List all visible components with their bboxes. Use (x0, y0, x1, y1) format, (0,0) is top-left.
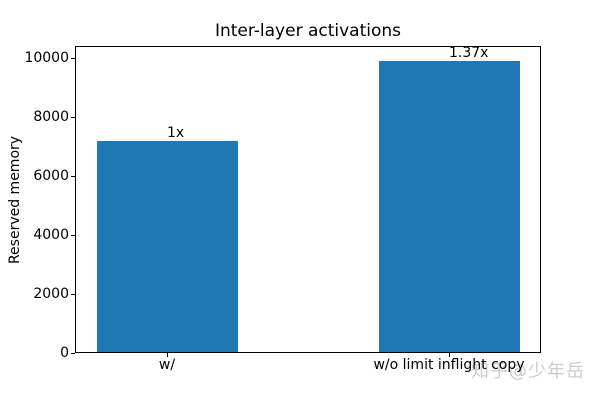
y-tick-label: 0 (60, 345, 69, 361)
watermark: 知乎@少年岳 (471, 361, 585, 382)
y-tick-mark (71, 293, 75, 295)
y-tick-mark (71, 57, 75, 59)
y-tick-label: 2000 (33, 286, 69, 302)
bar (96, 141, 238, 352)
plot-area (75, 46, 541, 353)
y-tick-mark (71, 234, 75, 236)
y-tick-label: 6000 (33, 168, 69, 184)
y-tick-label: 10000 (24, 50, 69, 66)
bar (378, 61, 520, 352)
y-tick-mark (71, 175, 75, 177)
y-tick-label: 4000 (33, 227, 69, 243)
bar-value-label: 1x (167, 125, 185, 142)
x-tick-label: w/o limit inflight copy (373, 357, 525, 373)
x-tick-mark (166, 353, 168, 357)
y-tick-mark (71, 352, 75, 354)
chart-title: Inter-layer activations (214, 21, 402, 41)
x-tick-mark (448, 353, 450, 357)
y-axis-label: Reserved memory (7, 135, 23, 265)
y-tick-label: 8000 (33, 109, 69, 125)
y-tick-mark (71, 116, 75, 118)
x-tick-label: w/ (158, 357, 176, 373)
bar-value-label: 1.37x (449, 45, 489, 62)
